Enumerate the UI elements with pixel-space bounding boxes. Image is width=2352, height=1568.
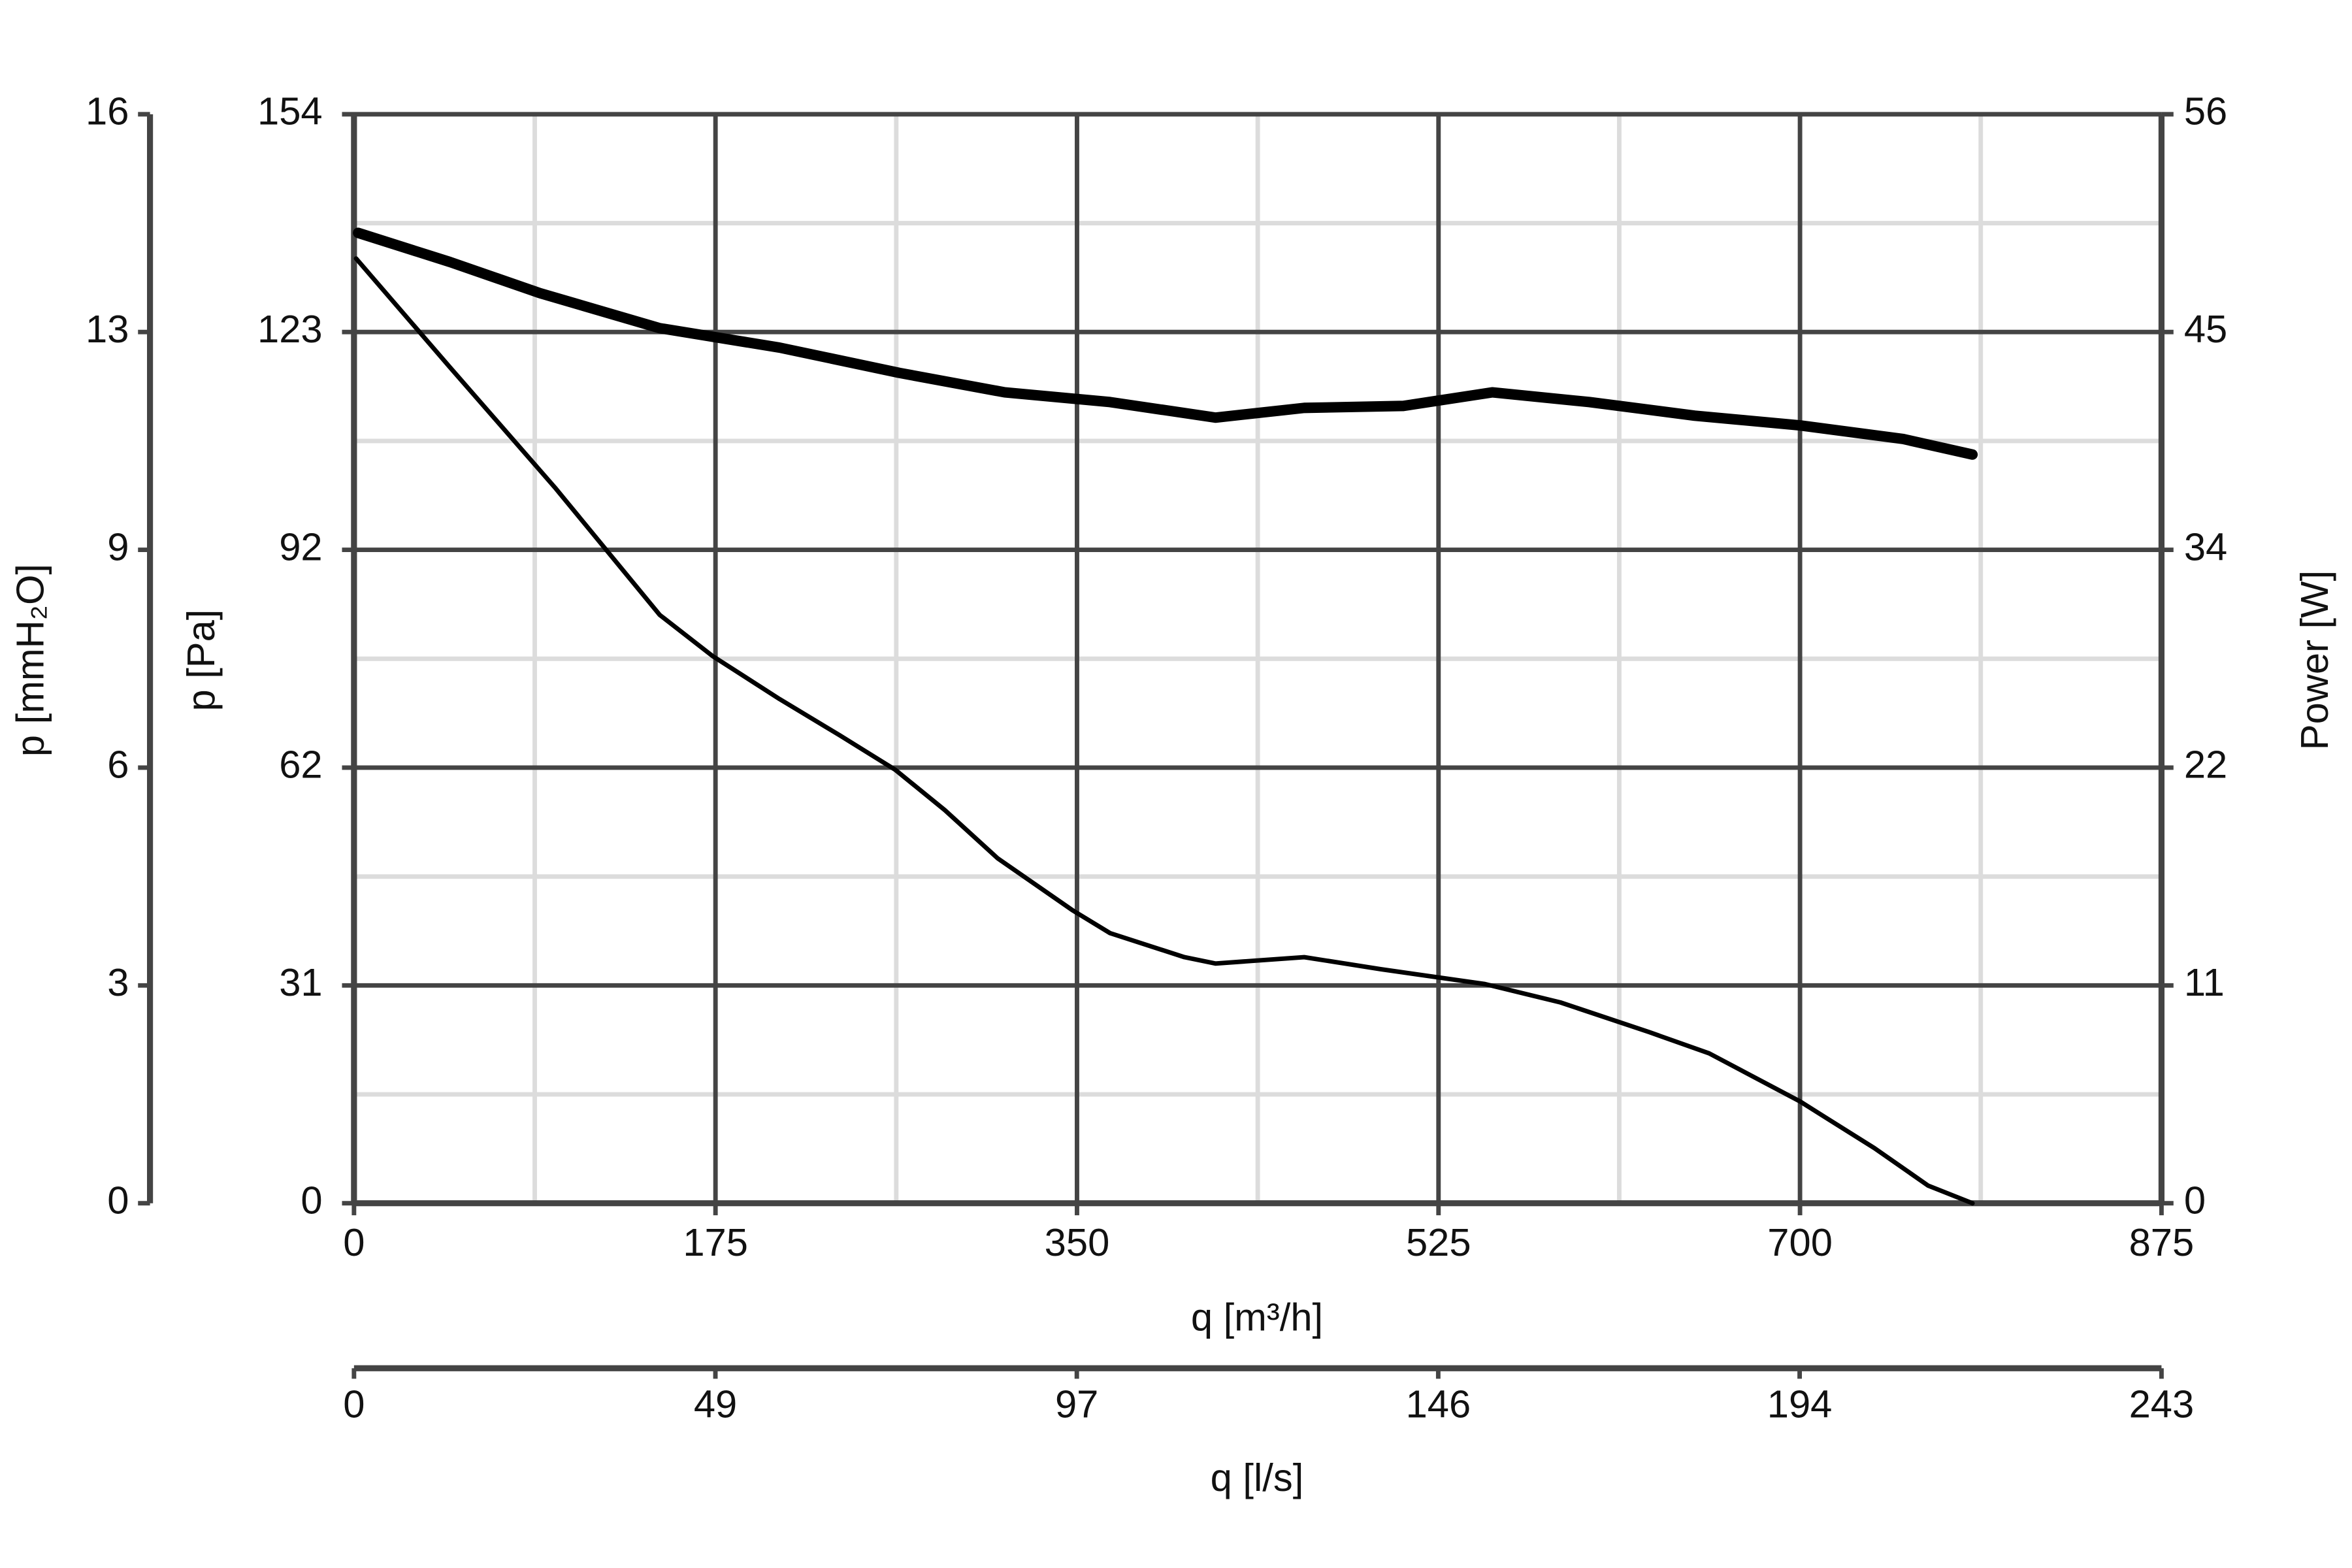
y3-tick-label: 0	[107, 1178, 129, 1222]
series-line	[353, 256, 1975, 1206]
y2-tick-label: 22	[2184, 743, 2227, 787]
y-tick-label: 123	[257, 307, 323, 351]
x-tick-label: 700	[1767, 1220, 1833, 1264]
x2-tick-label: 194	[1767, 1382, 1833, 1426]
x-tick-label: 0	[343, 1220, 365, 1264]
x2-tick-label: 146	[1406, 1382, 1471, 1426]
y2-axis-label: Power [W]	[2293, 570, 2336, 750]
y3-axis-label: p [mmH₂O]	[8, 564, 52, 757]
y2-tick-label: 34	[2184, 525, 2227, 568]
y3-tick-label: 3	[107, 960, 129, 1004]
x-tick-label: 525	[1406, 1220, 1471, 1264]
y2-tick-label: 56	[2184, 90, 2227, 133]
y-tick-label: 154	[257, 90, 323, 133]
y2-tick-label: 11	[2184, 960, 2225, 1004]
y-axis-label: p [Pa]	[179, 610, 223, 711]
y3-tick-label: 9	[107, 525, 129, 568]
x-tick-label: 875	[2129, 1220, 2195, 1264]
y3-tick-label: 16	[86, 90, 129, 133]
y2-tick-label: 0	[2184, 1178, 2206, 1222]
x2-axis-label: q [l/s]	[1211, 1456, 1304, 1499]
y3-tick-label: 6	[107, 743, 129, 787]
x2-tick-label: 0	[343, 1382, 365, 1426]
y-tick-label: 92	[279, 525, 322, 568]
x2-tick-label: 243	[2129, 1382, 2195, 1426]
x2-tick-label: 97	[1055, 1382, 1098, 1426]
y-tick-label: 0	[301, 1178, 322, 1222]
y-tick-label: 62	[279, 743, 322, 787]
x-tick-label: 350	[1045, 1220, 1110, 1264]
y-tick-label: 31	[279, 960, 322, 1004]
x2-tick-label: 49	[694, 1382, 737, 1426]
x-axis-label: q [m³/h]	[1191, 1296, 1323, 1339]
x-tick-label: 175	[683, 1220, 748, 1264]
y3-tick-label: 13	[86, 307, 129, 351]
series-line	[353, 227, 1978, 460]
y2-tick-label: 45	[2184, 307, 2227, 351]
